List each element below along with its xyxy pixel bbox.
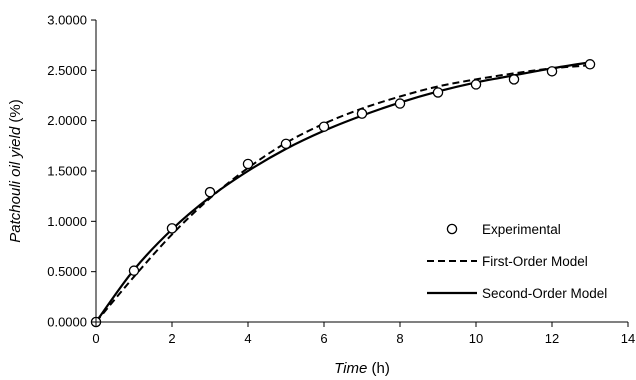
y-axis-title: Patchouli oil yield (%) — [7, 99, 24, 242]
y-tick-label: 1.0000 — [47, 214, 87, 229]
data-point-experimental — [318, 121, 330, 132]
data-point-experimental — [584, 59, 596, 70]
legend-marker-experimental — [446, 223, 458, 235]
x-tick-label: 6 — [320, 331, 327, 346]
data-point-experimental — [242, 158, 254, 170]
legend-label-second-order-model: Second-Order Model — [482, 286, 607, 301]
x-axis-ticks: 0 2 4 6 8 10 12 14 — [92, 322, 635, 346]
y-axis-title-variable: Patchouli oil yield — [7, 126, 24, 243]
plot-area — [90, 59, 596, 328]
x-tick-label: 2 — [168, 331, 175, 346]
series-line-first-order-model — [95, 64, 591, 323]
y-tick-label: 2.0000 — [47, 113, 87, 128]
x-axis-title: Time (h) — [334, 360, 390, 377]
x-tick-label: 10 — [469, 331, 483, 346]
y-axis-ticks: 0.0000 0.5000 1.0000 1.5000 2.0000 2.5000 3.00… — [47, 13, 96, 330]
y-tick-label: 0.5000 — [47, 264, 87, 279]
data-point-experimental — [128, 265, 140, 276]
legend-label-experimental: Experimental — [482, 222, 561, 237]
legend-item-second-order-model: Second-Order Model — [427, 286, 607, 301]
legend: Experimental First-Order Model Second-Or… — [427, 222, 607, 301]
data-point-experimental — [204, 186, 216, 198]
x-tick-label: 14 — [621, 331, 635, 346]
x-tick-label: 4 — [244, 331, 251, 346]
y-tick-label: 0.0000 — [47, 315, 87, 330]
y-tick-label: 3.0000 — [47, 13, 87, 28]
x-tick-label: 8 — [396, 331, 403, 346]
data-point-experimental — [280, 138, 292, 150]
data-point-experimental — [546, 66, 558, 77]
x-axis-title-unit: (h) — [367, 360, 390, 377]
x-tick-label: 0 — [92, 331, 99, 346]
legend-item-experimental: Experimental — [446, 222, 561, 237]
x-tick-label: 12 — [545, 331, 559, 346]
legend-label-first-order-model: First-Order Model — [482, 254, 588, 269]
data-point-experimental — [432, 87, 444, 98]
y-tick-label: 2.5000 — [47, 63, 87, 78]
legend-item-first-order-model: First-Order Model — [427, 254, 588, 269]
data-point-experimental — [166, 223, 178, 234]
data-point-experimental — [356, 108, 368, 119]
data-point-experimental — [508, 74, 520, 85]
y-tick-label: 1.5000 — [47, 164, 87, 179]
data-point-experimental — [470, 79, 482, 90]
y-axis-title-unit: (%) — [7, 99, 24, 127]
x-axis-title-variable: Time — [334, 360, 367, 377]
series-line-second-order-model — [95, 61, 591, 323]
data-point-experimental — [394, 98, 406, 109]
